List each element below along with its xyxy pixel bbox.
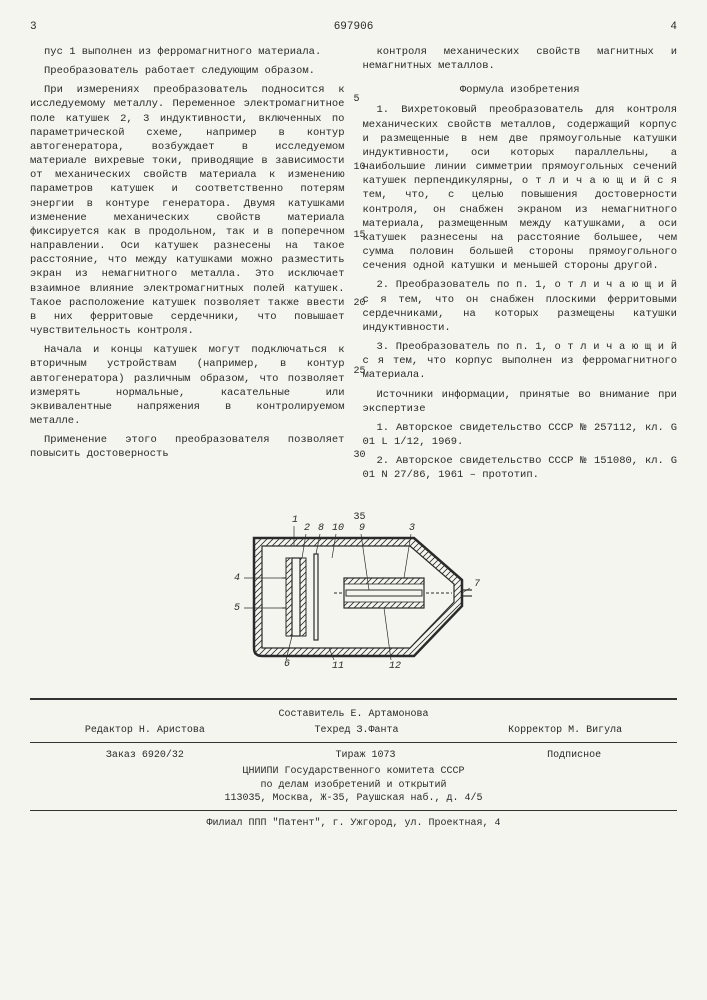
line-num-5: 5 — [354, 93, 360, 107]
technical-diagram: 1 2 8 10 9 3 4 5 7 6 11 12 — [214, 508, 494, 678]
org1: ЦНИИПИ Государственного комитета СССР — [30, 765, 677, 779]
dl-3: 3 — [409, 523, 415, 534]
right-p3: 2. Преобразователь по п. 1, о т л и ч а … — [363, 278, 678, 335]
dl-8: 8 — [318, 523, 324, 534]
tech: Техред З.Фанта — [314, 724, 398, 738]
sources-title: Источники информации, принятые во вниман… — [363, 388, 678, 416]
right-column: контроля механических свойств магнитных … — [363, 45, 678, 488]
divider-2 — [30, 742, 677, 743]
dl-2: 2 — [304, 523, 310, 534]
divider-1 — [30, 698, 677, 700]
line-num-20: 20 — [354, 297, 366, 311]
line-num-35: 35 — [354, 511, 366, 525]
left-column: пус 1 выполнен из ферромагнитного матери… — [30, 45, 345, 488]
line-num-10: 10 — [354, 161, 366, 175]
left-p5: Применение этого преобразователя позволя… — [30, 433, 345, 461]
diagram-container: 1 2 8 10 9 3 4 5 7 6 11 12 — [30, 508, 677, 683]
dl-7: 7 — [474, 579, 480, 590]
divider-3 — [30, 810, 677, 811]
left-p2: Преобразователь работает следующим образ… — [30, 64, 345, 78]
right-p6: 2. Авторское свидетельство СССР № 151080… — [363, 454, 678, 482]
left-p1: пус 1 выполнен из ферромагнитного матери… — [30, 45, 345, 59]
org2: по делам изобретений и открытий — [30, 779, 677, 793]
right-p2: 1. Вихретоковый преобразователь для конт… — [363, 103, 678, 273]
dl-11: 11 — [332, 661, 344, 672]
diagram-svg: 1 2 8 10 9 3 4 5 7 6 11 12 — [214, 508, 494, 678]
line-num-30: 30 — [354, 449, 366, 463]
footer-branch: Филиал ППП "Патент", г. Ужгород, ул. Про… — [30, 817, 677, 831]
dl-5: 5 — [234, 603, 240, 614]
dl-1: 1 — [292, 515, 298, 526]
left-p4: Начала и концы катушек могут подключатьс… — [30, 343, 345, 428]
left-p3: При измерениях преобразователь подноситс… — [30, 83, 345, 338]
right-p4: 3. Преобразователь по п. 1, о т л и ч а … — [363, 340, 678, 383]
dl-12: 12 — [389, 661, 401, 672]
line-num-15: 15 — [354, 229, 366, 243]
footer-credits: Составитель Е. Артамонова Редактор Н. Ар… — [30, 708, 677, 738]
dl-10: 10 — [332, 523, 344, 534]
editor: Редактор Н. Аристова — [85, 724, 205, 738]
corrector: Корректор М. Вигула — [508, 724, 622, 738]
line-num-25: 25 — [354, 365, 366, 379]
document-number: 697906 — [37, 20, 671, 35]
dl-6: 6 — [284, 659, 290, 670]
footer-publication: Заказ 6920/32 Тираж 1073 Подписное ЦНИИП… — [30, 749, 677, 806]
circulation: Тираж 1073 — [335, 749, 395, 763]
compiler: Составитель Е. Артамонова — [30, 708, 677, 722]
page-number-left: 3 — [30, 20, 37, 35]
dl-4: 4 — [234, 573, 240, 584]
header-row: 3 697906 4 — [30, 20, 677, 35]
address1: 113035, Москва, Ж-35, Раушская наб., д. … — [30, 792, 677, 806]
subscription: Подписное — [547, 749, 601, 763]
order: Заказ 6920/32 — [106, 749, 184, 763]
right-p5: 1. Авторское свидетельство СССР № 257112… — [363, 421, 678, 449]
page-number-right: 4 — [670, 20, 677, 35]
text-columns: 5 10 15 20 25 30 35 пус 1 выполнен из фе… — [30, 45, 677, 488]
right-p1: контроля механических свойств магнитных … — [363, 45, 678, 73]
formula-title: Формула изобретения — [363, 83, 678, 97]
